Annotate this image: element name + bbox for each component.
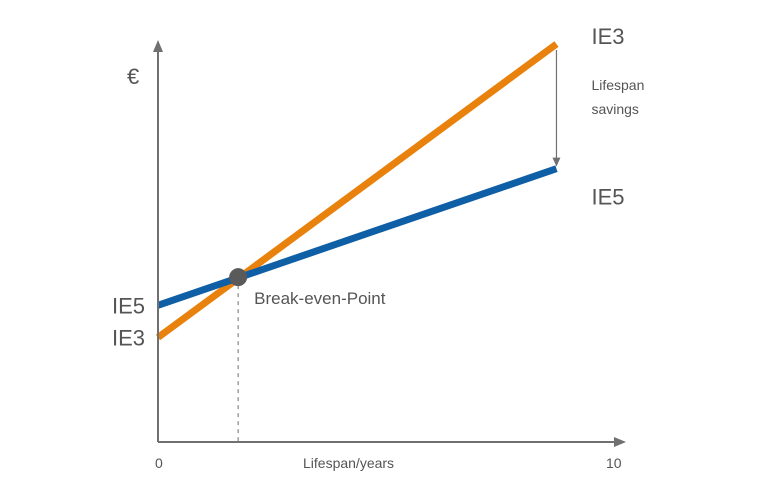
y-axis-arrow	[153, 40, 163, 52]
break-even-point	[229, 268, 248, 287]
series-line-ie3	[155, 41, 559, 341]
plot-lines	[155, 41, 559, 341]
x-axis-arrow	[614, 437, 626, 447]
savings-label-line-2: savings	[591, 101, 638, 117]
savings-label-line-1: Lifespan	[591, 77, 644, 93]
break-even-label: Break-even-Point	[254, 289, 386, 308]
series-label-ie5: IE5	[591, 185, 624, 210]
series-line-ie5	[156, 165, 558, 309]
y-value-label-ie3: IE3	[112, 325, 145, 350]
x-axis-label: Lifespan/years	[303, 455, 394, 471]
x-tick-10: 10	[606, 455, 622, 471]
savings-arrow-head	[552, 157, 561, 167]
series-end-labels: IE3 IE5	[591, 24, 624, 210]
y-axis-label: €	[127, 64, 139, 89]
x-tick-0: 0	[155, 455, 163, 471]
series-label-ie3: IE3	[591, 24, 624, 49]
y-value-label-ie5: IE5	[112, 293, 145, 318]
